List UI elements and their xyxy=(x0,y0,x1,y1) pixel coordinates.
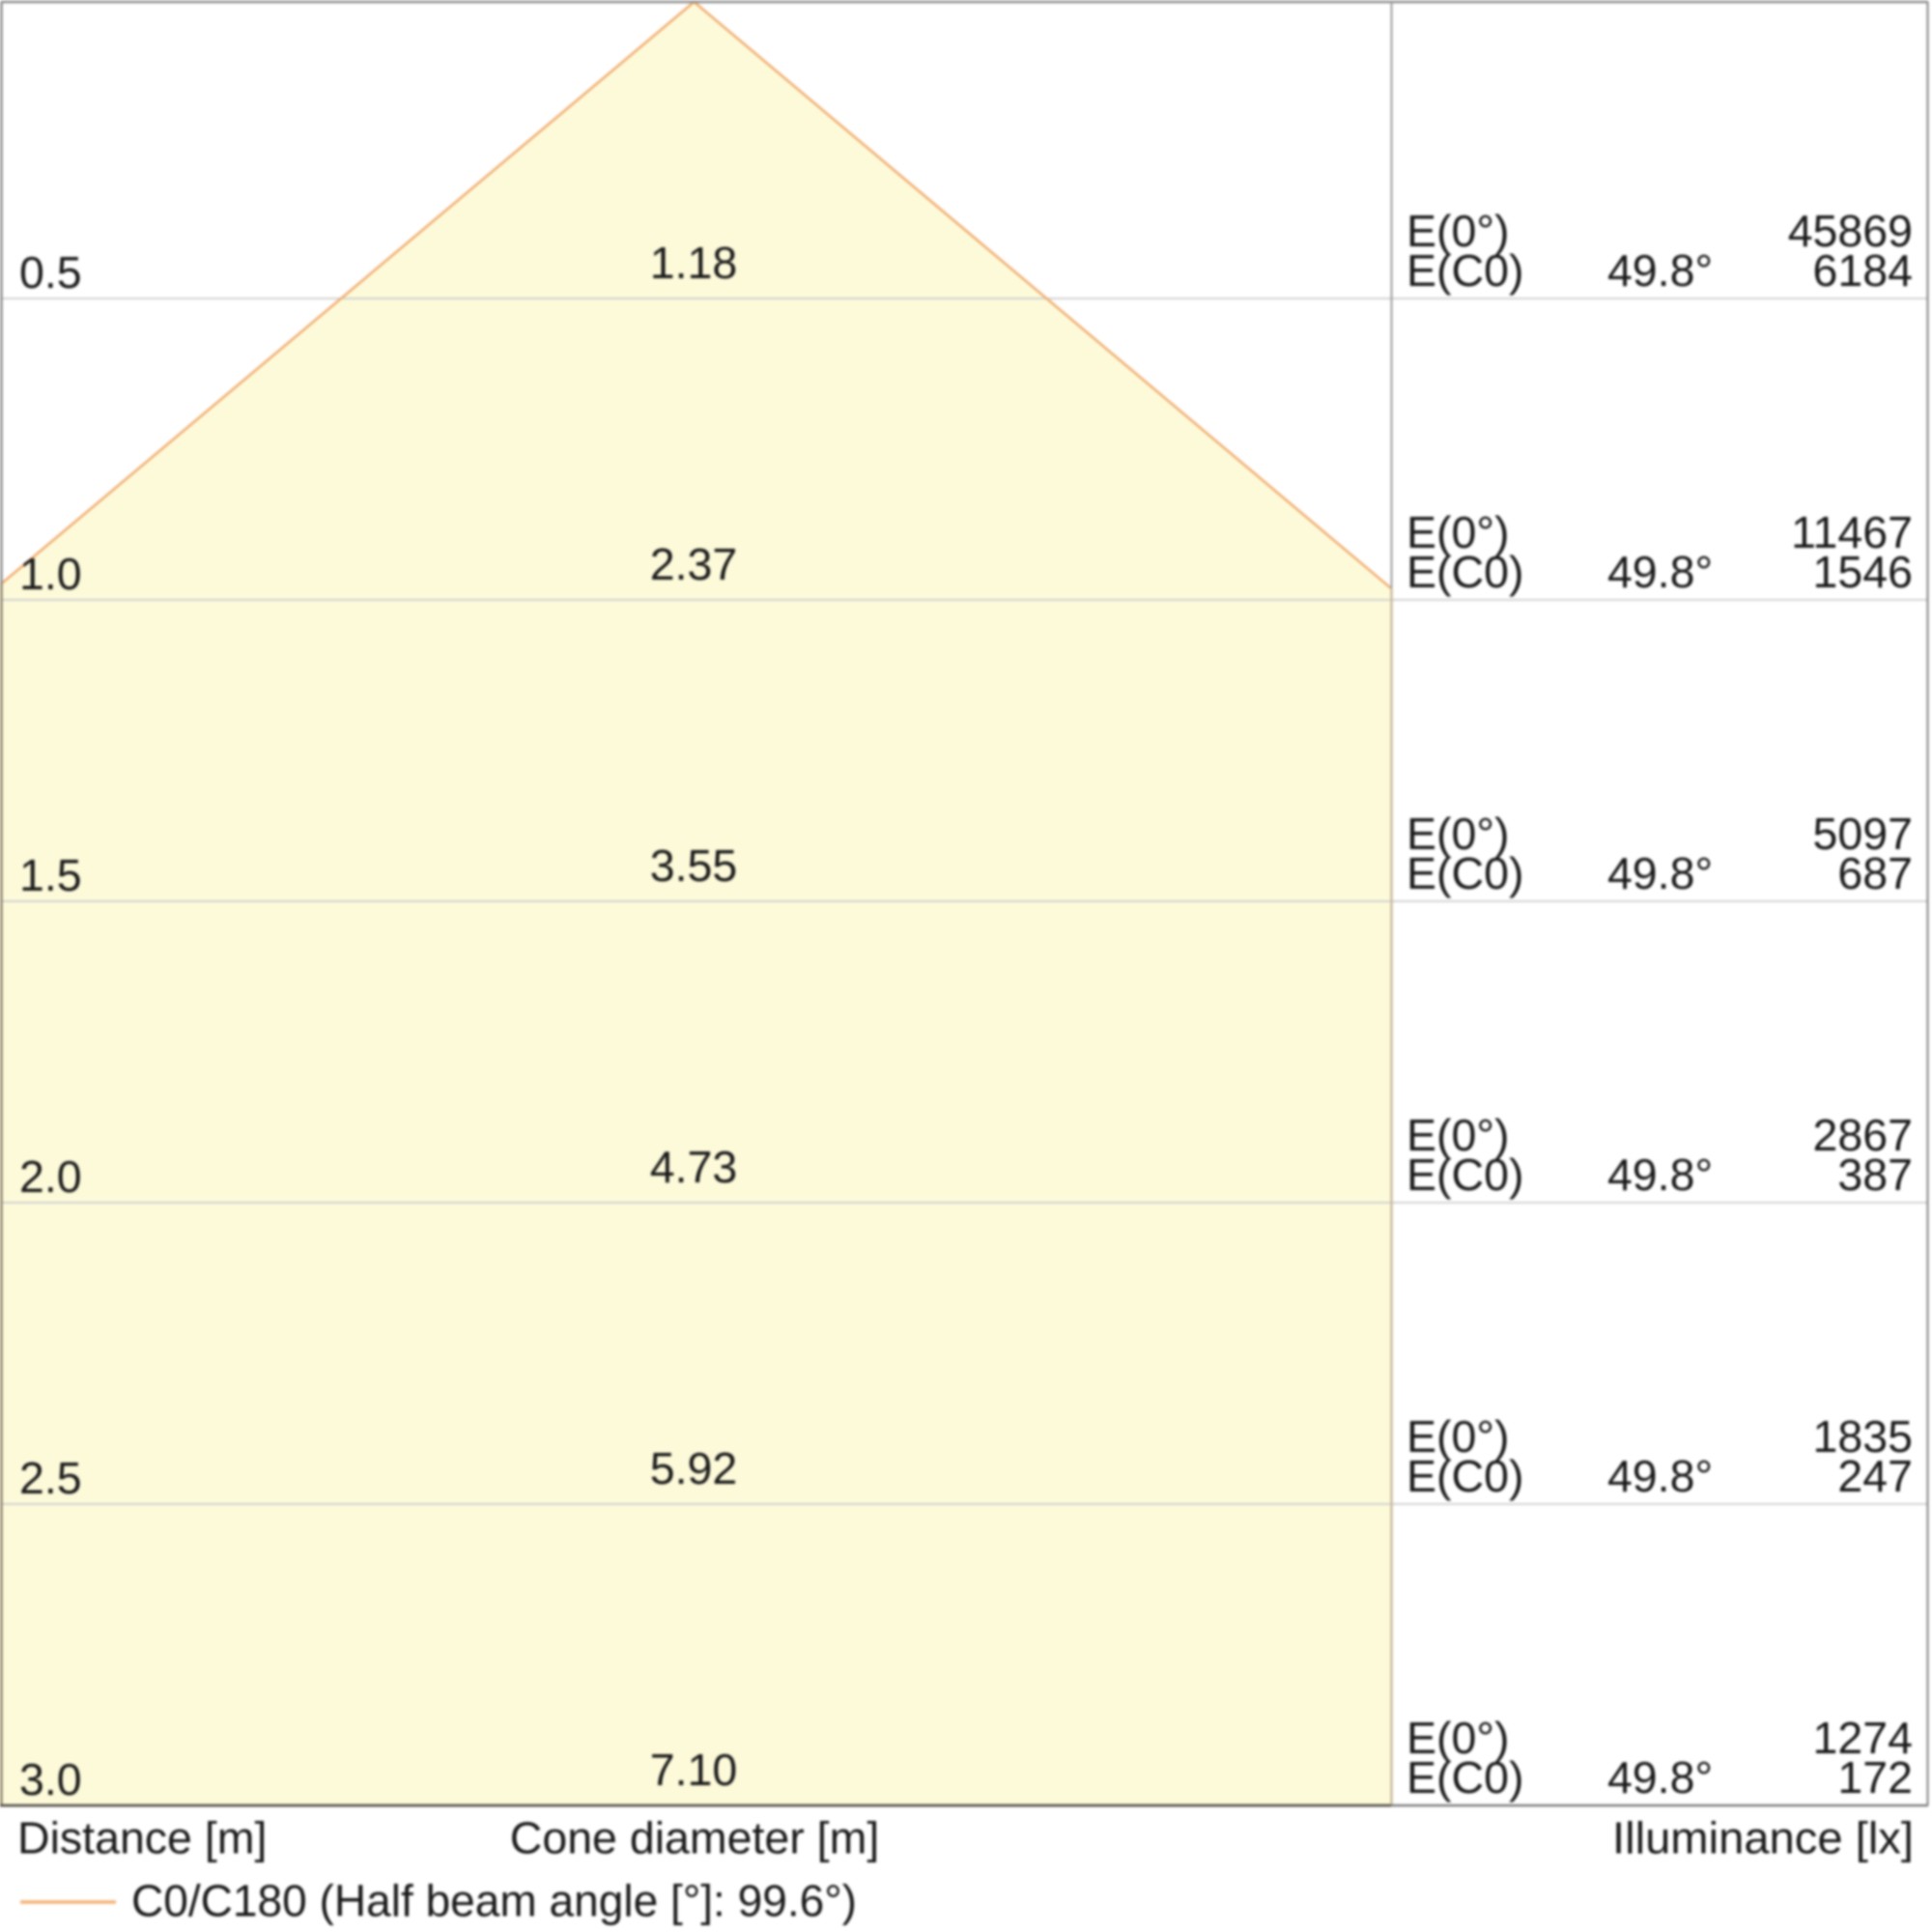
svg-text:49.8°: 49.8° xyxy=(1607,547,1713,597)
svg-text:E(0°): E(0°) xyxy=(1406,809,1509,859)
svg-text:49.8°: 49.8° xyxy=(1607,1752,1713,1803)
svg-text:Cone diameter [m]: Cone diameter [m] xyxy=(510,1813,880,1863)
svg-text:49.8°: 49.8° xyxy=(1607,1451,1713,1501)
svg-text:Illuminance [lx]: Illuminance [lx] xyxy=(1612,1813,1914,1863)
svg-text:7.10: 7.10 xyxy=(650,1745,738,1795)
svg-text:172: 172 xyxy=(1837,1752,1913,1803)
svg-text:E(0°): E(0°) xyxy=(1406,206,1509,256)
svg-text:5.92: 5.92 xyxy=(650,1443,738,1493)
svg-text:3.0: 3.0 xyxy=(19,1754,82,1804)
svg-text:11467: 11467 xyxy=(1791,507,1913,557)
svg-text:1.18: 1.18 xyxy=(650,238,738,288)
svg-text:E(C0): E(C0) xyxy=(1406,1451,1523,1501)
svg-text:49.8°: 49.8° xyxy=(1607,1150,1713,1200)
svg-text:E(0°): E(0°) xyxy=(1406,507,1509,557)
svg-text:1274: 1274 xyxy=(1813,1713,1913,1763)
svg-text:49.8°: 49.8° xyxy=(1607,848,1713,898)
svg-text:247: 247 xyxy=(1837,1451,1913,1501)
svg-text:5097: 5097 xyxy=(1813,809,1913,859)
svg-text:1835: 1835 xyxy=(1813,1411,1913,1462)
svg-text:4.73: 4.73 xyxy=(650,1142,738,1192)
svg-text:2867: 2867 xyxy=(1813,1110,1913,1160)
svg-text:E(C0): E(C0) xyxy=(1406,1752,1523,1803)
svg-text:687: 687 xyxy=(1837,848,1913,898)
svg-text:E(C0): E(C0) xyxy=(1406,1150,1523,1200)
svg-text:1546: 1546 xyxy=(1813,547,1913,597)
svg-text:2.0: 2.0 xyxy=(19,1151,82,1202)
svg-text:E(0°): E(0°) xyxy=(1406,1713,1509,1763)
svg-text:Distance [m]: Distance [m] xyxy=(17,1813,267,1863)
svg-text:49.8°: 49.8° xyxy=(1607,245,1713,296)
svg-text:2.5: 2.5 xyxy=(19,1453,82,1503)
svg-text:1.5: 1.5 xyxy=(19,850,82,900)
svg-text:3.55: 3.55 xyxy=(650,840,738,891)
svg-text:E(0°): E(0°) xyxy=(1406,1110,1509,1160)
svg-text:1.0: 1.0 xyxy=(19,549,82,599)
svg-text:C0/C180 (Half beam angle [°]:: C0/C180 (Half beam angle [°]: 99.6°) xyxy=(131,1876,857,1926)
svg-text:E(C0): E(C0) xyxy=(1406,547,1523,597)
svg-text:387: 387 xyxy=(1837,1150,1913,1200)
svg-text:E(C0): E(C0) xyxy=(1406,848,1523,898)
svg-text:E(C0): E(C0) xyxy=(1406,245,1523,296)
svg-text:E(0°): E(0°) xyxy=(1406,1411,1509,1462)
svg-text:45869: 45869 xyxy=(1788,206,1913,256)
svg-text:2.37: 2.37 xyxy=(650,539,738,589)
svg-text:0.5: 0.5 xyxy=(19,247,82,298)
svg-text:6184: 6184 xyxy=(1813,245,1913,296)
